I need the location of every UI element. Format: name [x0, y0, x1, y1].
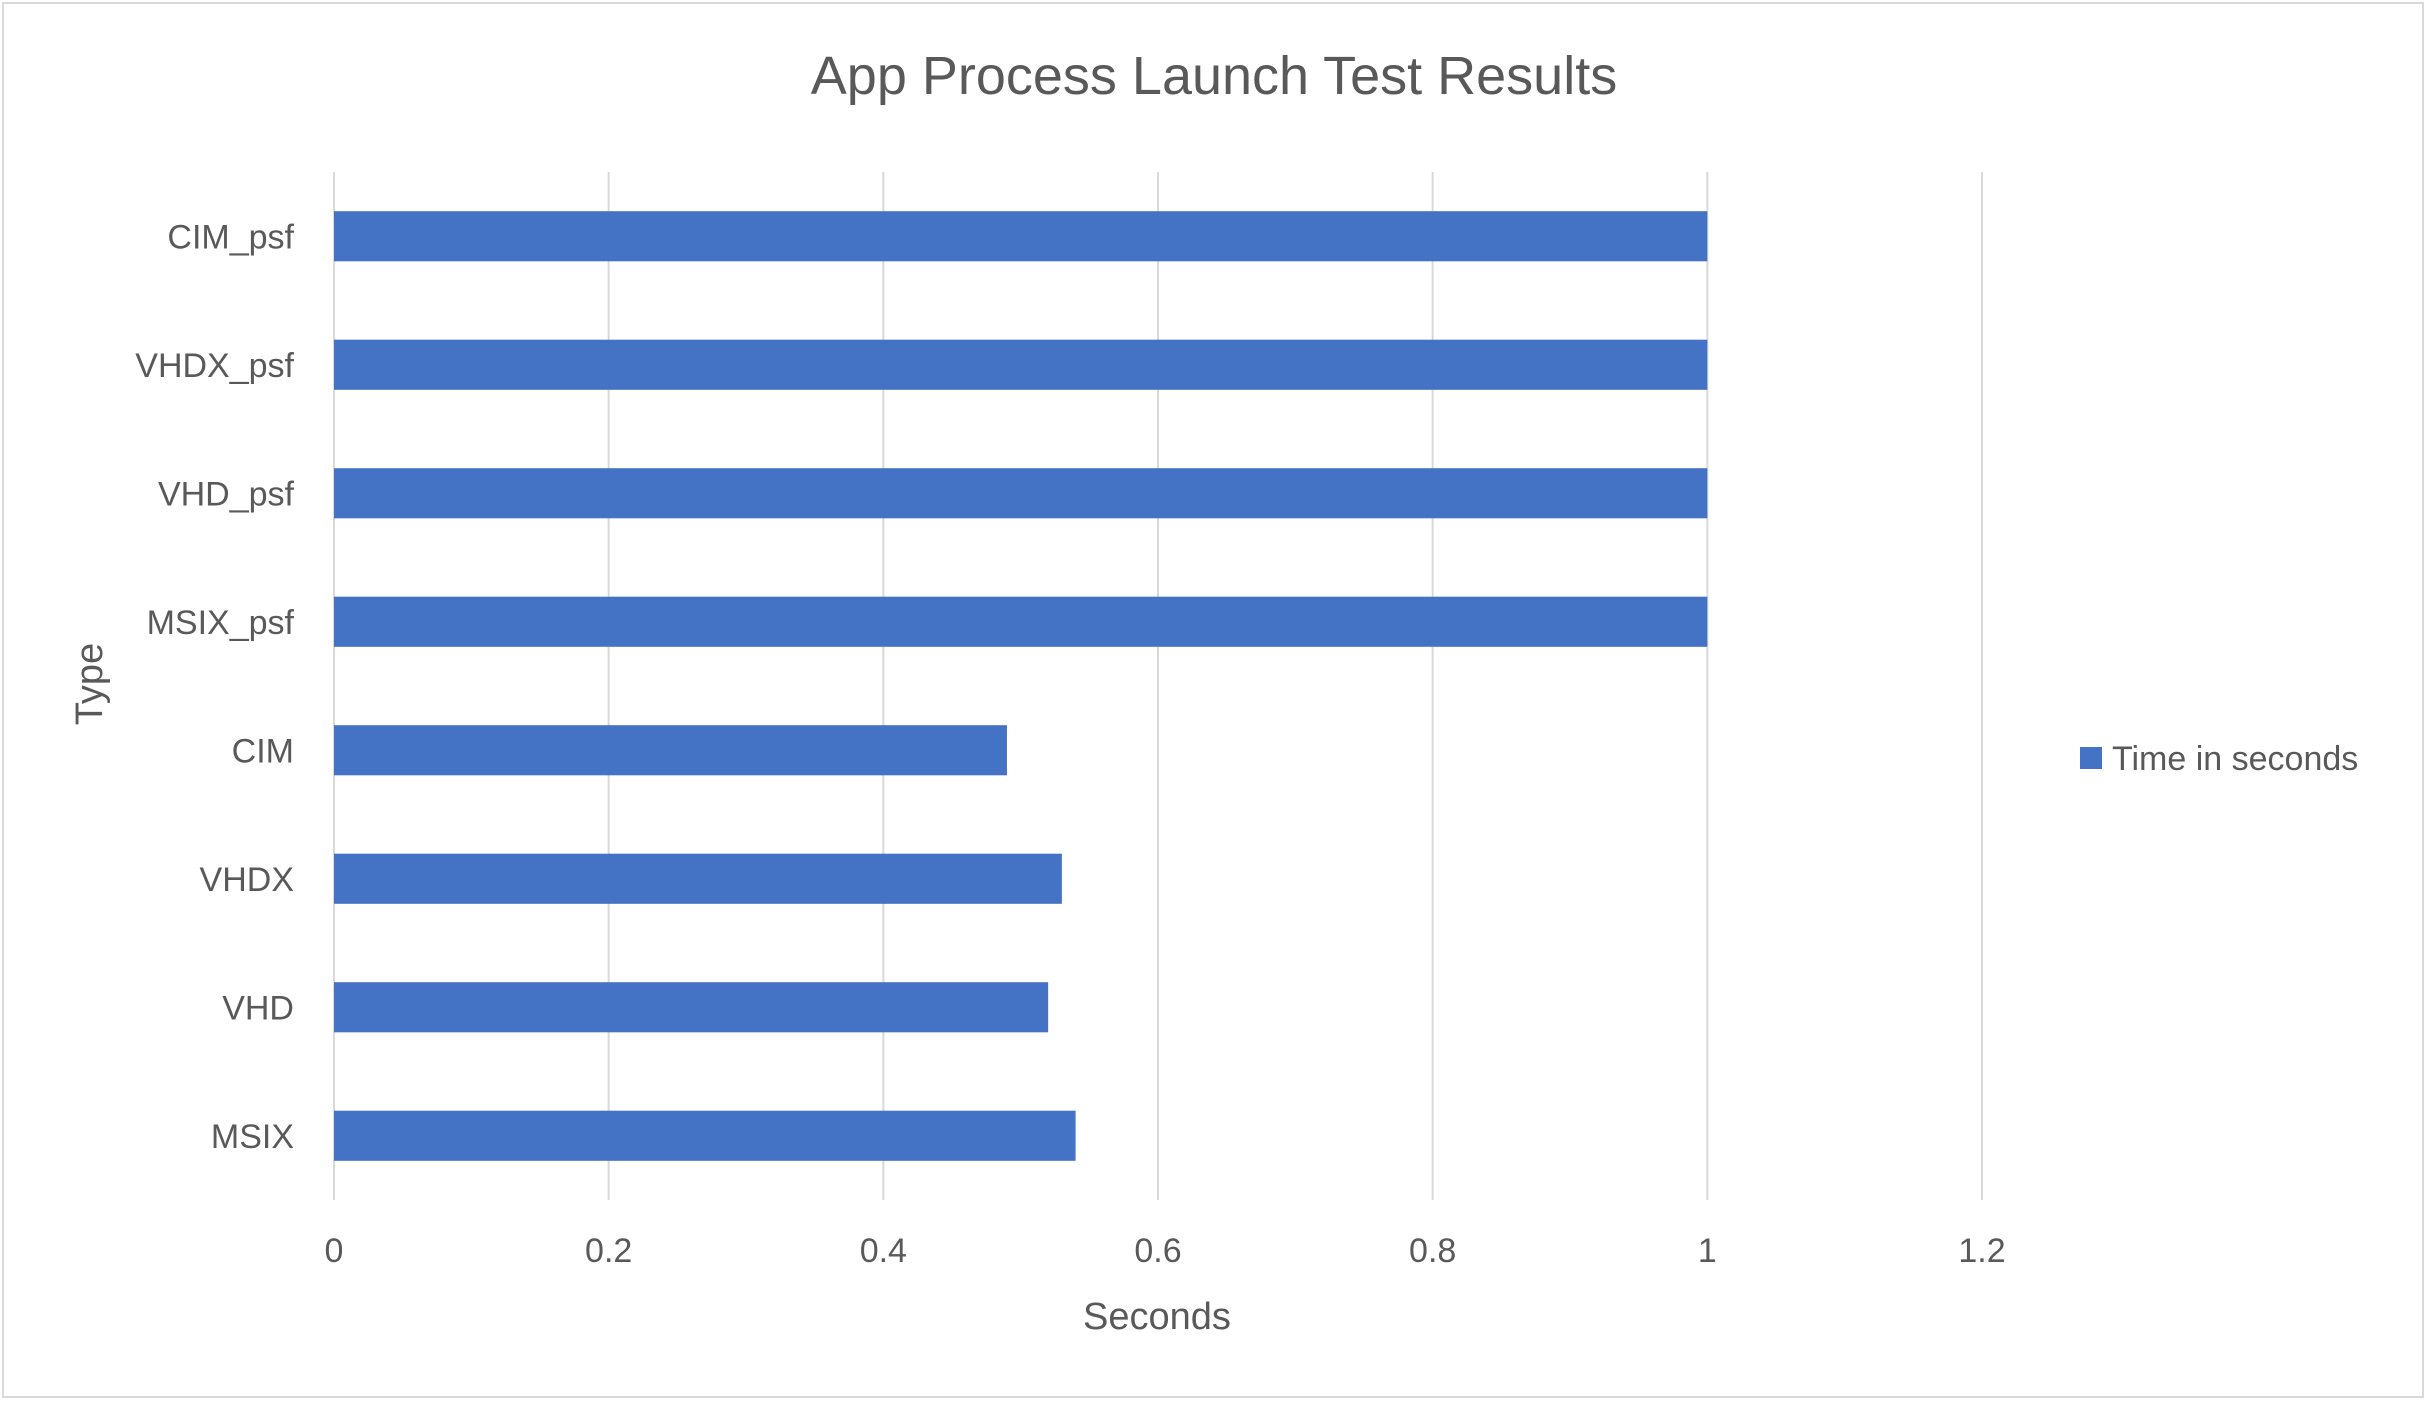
- x-axis-title: Seconds: [1083, 1296, 1231, 1338]
- x-tick-label: 1.2: [1958, 1232, 2005, 1270]
- x-tick-label: 0.4: [860, 1232, 907, 1270]
- bar: [334, 596, 1708, 647]
- chart-title: App Process Launch Test Results: [811, 46, 1617, 106]
- x-tick-label: 0.8: [1409, 1232, 1456, 1270]
- bar: [334, 982, 1049, 1033]
- x-tick-label: 0.6: [1134, 1232, 1181, 1270]
- bar: [334, 211, 1708, 262]
- y-tick-label: CIM: [232, 732, 294, 770]
- y-tick-label: VHD: [222, 989, 294, 1027]
- x-tick-label: 0: [325, 1232, 344, 1270]
- gridlines: [333, 172, 1983, 1200]
- y-tick-label: MSIX: [211, 1118, 294, 1156]
- x-axis-tick-labels: 0 0.2 0.4 0.6 0.8 1 1.2: [325, 1232, 2006, 1270]
- legend-swatch: [2080, 747, 2102, 769]
- y-tick-label: CIM_psf: [167, 218, 294, 256]
- y-tick-label: MSIX_psf: [147, 604, 295, 642]
- y-axis-title: Type: [69, 643, 111, 725]
- y-tick-label: VHD_psf: [158, 475, 295, 513]
- bar: [334, 468, 1708, 519]
- bar: [334, 725, 1007, 776]
- legend-label: Time in seconds: [2112, 740, 2358, 778]
- x-tick-label: 1: [1698, 1232, 1717, 1270]
- y-axis-tick-labels: CIM_psf VHDX_psf VHD_psf MSIX_psf CIM VHDX VHD…: [135, 218, 294, 1156]
- bars: [334, 211, 1708, 1161]
- bar: [334, 853, 1062, 904]
- y-tick-label: VHDX_psf: [135, 347, 294, 385]
- legend: Time in seconds: [2080, 740, 2358, 778]
- x-tick-label: 0.2: [585, 1232, 632, 1270]
- y-tick-label: VHDX: [200, 861, 294, 899]
- bar: [334, 1110, 1076, 1161]
- bar: [334, 339, 1708, 390]
